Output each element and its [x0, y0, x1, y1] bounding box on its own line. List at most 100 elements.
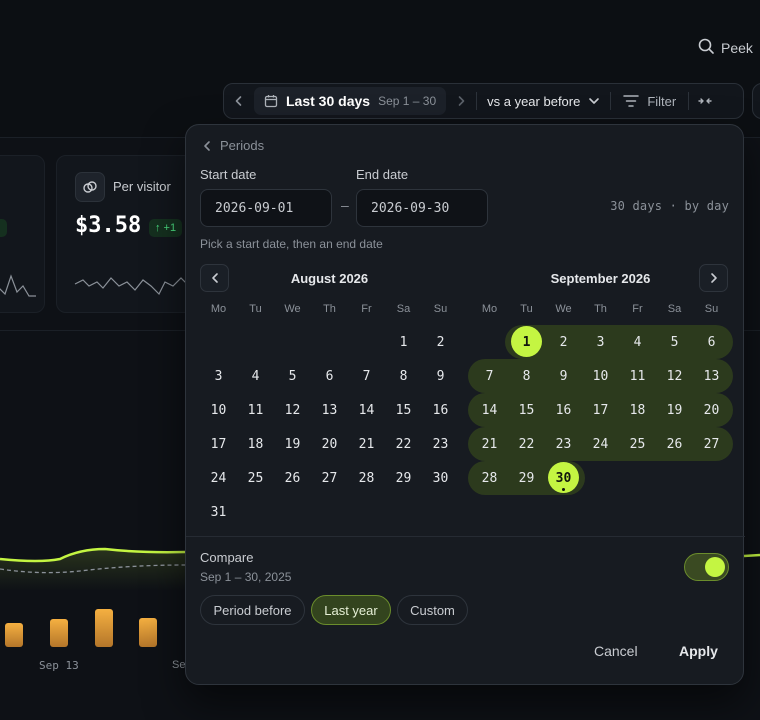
weekday-label: Sa — [396, 303, 411, 315]
range-summary: 30 days · by day — [610, 199, 729, 213]
calendar-day[interactable]: 14 — [481, 402, 498, 418]
calendar-day[interactable]: 10 — [592, 368, 609, 384]
date-toolbar: Last 30 days Sep 1 – 30 vs a year before… — [223, 83, 744, 119]
weekday-label: Th — [594, 303, 607, 315]
calendar-day[interactable]: 16 — [432, 402, 449, 418]
month-title: September 2026 — [550, 271, 651, 286]
calendar-day[interactable]: 19 — [284, 436, 301, 452]
calendar-day[interactable]: 30 — [432, 470, 449, 486]
calendar-day[interactable]: 6 — [707, 334, 716, 350]
calendar-day[interactable]: 25 — [629, 436, 646, 452]
calendar-day[interactable]: 7 — [485, 368, 494, 384]
collapse-button[interactable] — [689, 84, 721, 118]
calendar-day[interactable]: 8 — [399, 368, 408, 384]
chip-last-year[interactable]: Last year — [311, 595, 391, 625]
cancel-button[interactable]: Cancel — [594, 643, 638, 659]
calendar-day[interactable]: 20 — [321, 436, 338, 452]
chip-period-before[interactable]: Period before — [200, 595, 305, 625]
calendar-day[interactable]: 24 — [592, 436, 609, 452]
calendar-day[interactable]: 9 — [436, 368, 445, 384]
previous-period-button[interactable] — [224, 84, 254, 118]
calendar-day[interactable]: 2 — [436, 334, 445, 350]
date-range-button[interactable]: Last 30 days Sep 1 – 30 — [254, 87, 447, 115]
calendar-day[interactable]: 17 — [210, 436, 227, 452]
calendar-day[interactable]: 10 — [210, 402, 227, 418]
calendar-day[interactable]: 24 — [210, 470, 227, 486]
end-date-input[interactable]: 2026-09-30 — [356, 189, 488, 227]
calendar-day[interactable]: 23 — [432, 436, 449, 452]
calendar-day[interactable]: 17 — [592, 402, 609, 418]
calendar-icon — [264, 95, 278, 108]
calendar-day[interactable]: 9 — [559, 368, 568, 384]
delta-badge — [0, 219, 7, 237]
calendar-day[interactable]: 23 — [555, 436, 572, 452]
apply-button[interactable]: Apply — [679, 643, 718, 659]
calendar-day[interactable]: 6 — [325, 368, 334, 384]
search-icon — [698, 38, 714, 57]
calendar-day[interactable]: 27 — [321, 470, 338, 486]
start-date-input[interactable]: 2026-09-01 — [200, 189, 332, 227]
calendar-day[interactable]: 22 — [518, 436, 535, 452]
weekday-label: We — [555, 303, 572, 315]
weekday-label: Fr — [632, 303, 643, 315]
calendar-day[interactable]: 4 — [251, 368, 260, 384]
calendar-day[interactable]: 26 — [284, 470, 301, 486]
calendar-day[interactable]: 27 — [703, 436, 720, 452]
calendar-day[interactable]: 30 — [555, 470, 572, 486]
calendar-day[interactable]: 21 — [358, 436, 375, 452]
calendar-day[interactable]: 12 — [666, 368, 683, 384]
range-endpoint — [548, 462, 579, 493]
next-month-button[interactable] — [699, 264, 728, 292]
calendar-day[interactable]: 13 — [703, 368, 720, 384]
compare-toggle[interactable] — [684, 553, 729, 581]
calendar-day[interactable]: 3 — [214, 368, 223, 384]
calendar-day[interactable]: 20 — [703, 402, 720, 418]
previous-month-button[interactable] — [200, 264, 229, 292]
calendar-day[interactable]: 31 — [210, 504, 227, 520]
calendar-day[interactable]: 25 — [247, 470, 264, 486]
peek-button[interactable]: Peek — [698, 38, 753, 57]
calendar-day[interactable]: 11 — [629, 368, 646, 384]
calendar-day[interactable]: 3 — [596, 334, 605, 350]
peek-label: Peek — [721, 39, 753, 56]
chevron-down-icon — [589, 98, 600, 104]
calendar-day[interactable]: 29 — [518, 470, 535, 486]
sparkline — [74, 277, 188, 296]
calendar-day[interactable]: 14 — [358, 402, 375, 418]
calendar-day[interactable]: 22 — [395, 436, 412, 452]
calendar-day[interactable]: 11 — [247, 402, 264, 418]
compare-select[interactable]: vs a year before — [477, 94, 610, 109]
chevron-left-icon — [204, 140, 210, 151]
calendar-day[interactable]: 29 — [395, 470, 412, 486]
more-button[interactable] — [752, 83, 760, 119]
calendar-day[interactable]: 2 — [559, 334, 568, 350]
range-dash: – — [341, 197, 349, 213]
next-period-button[interactable] — [446, 84, 476, 118]
filter-button[interactable]: Filter — [611, 94, 688, 109]
calendar-day[interactable]: 18 — [247, 436, 264, 452]
calendar-day[interactable]: 18 — [629, 402, 646, 418]
periods-back-button[interactable]: Periods — [202, 138, 264, 153]
calendar-day[interactable]: 13 — [321, 402, 338, 418]
filter-label: Filter — [647, 93, 677, 109]
chip-custom[interactable]: Custom — [397, 595, 468, 625]
calendar-month-august: Mo Tu We Th Fr Sa Su 1 2 3 4 5 6 7 8 9 10 11 12 13 14 15 16 17 1… — [200, 293, 459, 533]
calendar-day[interactable]: 5 — [670, 334, 679, 350]
calendar-day[interactable]: 28 — [481, 470, 498, 486]
calendar-day[interactable]: 8 — [522, 368, 531, 384]
weekday-label: Sa — [667, 303, 682, 315]
calendar-day[interactable]: 4 — [633, 334, 642, 350]
calendar-day[interactable]: 5 — [288, 368, 297, 384]
calendar-day[interactable]: 15 — [518, 402, 535, 418]
filter-icon — [623, 95, 640, 107]
calendar-day[interactable]: 26 — [666, 436, 683, 452]
calendar-day[interactable]: 21 — [481, 436, 498, 452]
calendar-day[interactable]: 16 — [555, 402, 572, 418]
calendar-day[interactable]: 1 — [399, 334, 408, 350]
calendar-day[interactable]: 28 — [358, 470, 375, 486]
calendar-day[interactable]: 15 — [395, 402, 412, 418]
calendar-day[interactable]: 19 — [666, 402, 683, 418]
calendar-day[interactable]: 7 — [362, 368, 371, 384]
calendar-day[interactable]: 12 — [284, 402, 301, 418]
calendar-day[interactable]: 1 — [522, 334, 531, 350]
